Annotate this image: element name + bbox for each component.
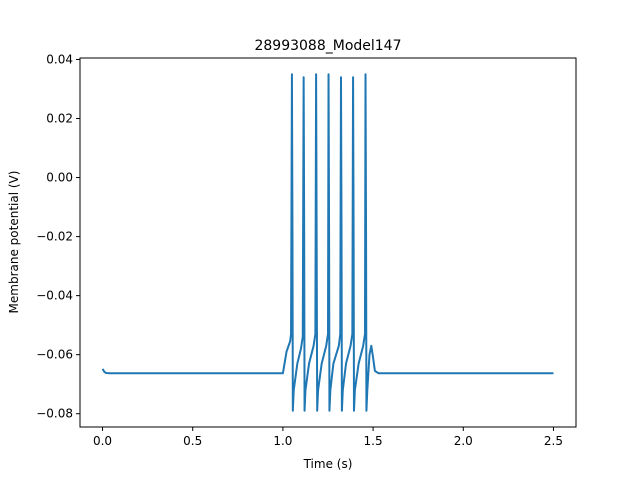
series-line-0 xyxy=(101,73,554,412)
y-tick-label: −0.06 xyxy=(36,348,73,362)
x-tick-label: 0.0 xyxy=(93,434,112,448)
x-tick-label: 1.0 xyxy=(273,434,292,448)
y-tick-label: 0.02 xyxy=(46,112,73,126)
x-tick-label: 0.5 xyxy=(183,434,202,448)
x-tick-label: 2.0 xyxy=(454,434,473,448)
chart-title: 28993088_Model147 xyxy=(254,38,401,54)
x-axis-ticks: 0.0 0.5 1.0 1.5 2.0 2.5 xyxy=(93,427,563,448)
y-tick-label: 0.04 xyxy=(46,52,73,66)
y-tick-label: −0.04 xyxy=(36,289,73,303)
plot-area xyxy=(101,73,554,412)
y-axis-label: Membrane potential (V) xyxy=(7,171,21,314)
plot-frame xyxy=(79,57,577,428)
y-tick-label: 0.00 xyxy=(46,171,73,185)
y-axis-ticks: −0.08 −0.06 −0.04 −0.02 0.00 0.02 0.04 xyxy=(36,52,80,421)
x-tick-label: 2.5 xyxy=(544,434,563,448)
x-tick-label: 1.5 xyxy=(364,434,383,448)
y-tick-label: −0.02 xyxy=(36,230,73,244)
y-tick-label: −0.08 xyxy=(36,407,73,421)
x-axis-label: Time (s) xyxy=(303,457,353,471)
